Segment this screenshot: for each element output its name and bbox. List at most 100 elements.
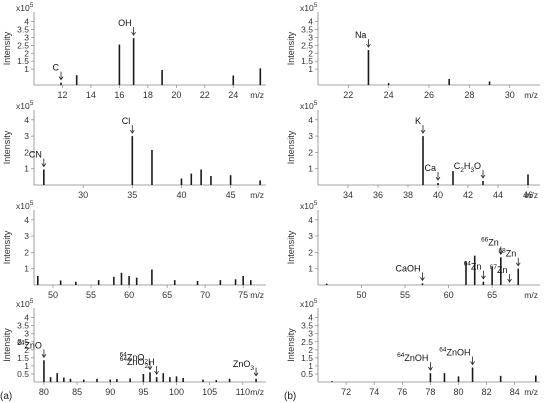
x-tick-label: 55 [86, 290, 96, 300]
x-tick-label: 74 [369, 387, 379, 397]
y-multiplier-base: x10 [16, 3, 30, 13]
annotation-text: ZnO [127, 357, 145, 367]
peak-annotation: Ca [424, 163, 436, 173]
y-axis-label: Intensity [2, 328, 12, 362]
y-tick-label: 4 [308, 215, 313, 225]
annotation-arrowhead [366, 43, 371, 48]
annotation-text: O [474, 161, 481, 171]
y-multiplier: x105 [300, 2, 318, 13]
annotation-text: ZnO [233, 359, 251, 369]
y-tick-label: 1.5 [17, 56, 29, 66]
x-tick-label: 24 [384, 90, 394, 100]
y-multiplier-exponent: 5 [30, 100, 34, 107]
annotation-arrowhead [428, 366, 433, 371]
annotation-text: Zn [497, 265, 508, 275]
annotation-arrowhead [435, 176, 441, 181]
annotation-arrowhead [420, 277, 425, 282]
y-multiplier: x105 [300, 100, 318, 111]
y-multiplier-base: x10 [300, 201, 314, 211]
y-multiplier-base: x10 [16, 101, 30, 111]
y-multiplier: x105 [16, 298, 34, 309]
annotation-superscript: 64 [464, 261, 472, 268]
x-tick-label: 46 [523, 190, 533, 200]
x-tick-label: 42 [463, 190, 473, 200]
x-tick-label: 18 [143, 90, 153, 100]
y-tick-label: 2 [24, 48, 29, 58]
y-tick-label: 3 [308, 131, 313, 141]
annotation-text: Ca [424, 163, 436, 173]
peak-annotation: 68Zn [498, 248, 516, 259]
y-multiplier: x105 [300, 298, 318, 309]
peak-annotation: 66Zn [481, 236, 499, 247]
x-tick-label: 22 [343, 90, 353, 100]
y-axis-label: Intensity [286, 328, 296, 362]
annotation-text: K [415, 116, 421, 126]
annotation-superscript: 64 [120, 356, 128, 363]
x-tick-label: 55 [400, 290, 410, 300]
y-tick-label: 3 [308, 329, 313, 339]
y-multiplier: x105 [16, 100, 34, 111]
x-tick-label: 20 [171, 90, 181, 100]
y-multiplier-exponent: 5 [314, 200, 318, 207]
y-tick-label: 3.5 [301, 24, 313, 34]
y-multiplier-exponent: 5 [314, 100, 318, 107]
y-multiplier-base: x10 [300, 101, 314, 111]
panel-label-b: (b) [284, 391, 296, 402]
y-multiplier-base: x10 [16, 201, 30, 211]
x-tick-label: 110 [236, 387, 250, 397]
annotation-text: C [53, 63, 60, 73]
y-axis-label: Intensity [2, 130, 12, 164]
annotation-arrowhead [470, 361, 475, 366]
y-tick-label: 2 [24, 247, 29, 257]
y-tick-label: 1 [308, 64, 313, 74]
y-tick-label: 3.5 [301, 321, 313, 331]
y-axis-label: Intensity [2, 230, 12, 264]
x-tick-label: 38 [403, 190, 413, 200]
x-tick-label: 82 [482, 387, 492, 397]
annotation-text: Zn [488, 237, 499, 247]
x-tick-label: 65 [162, 290, 172, 300]
y-tick-label: 2 [308, 48, 313, 58]
x-tick-label: 78 [425, 387, 435, 397]
y-tick-label: 3.5 [17, 24, 29, 34]
peak-annotation: 67Zn [490, 264, 508, 275]
x-tick-label: 72 [341, 387, 351, 397]
y-tick-label: 1 [308, 264, 313, 274]
peak-annotation: K [415, 116, 421, 126]
peak-annotation: 64ZnO [17, 339, 42, 350]
x-tick-label: 24 [228, 90, 238, 100]
spectrum-panel-8: 0.511.522.533.54 x105 Intensity 72 74 76 78 80 8… [286, 298, 540, 397]
y-multiplier-base: x10 [300, 3, 314, 13]
annotation-arrowhead [41, 354, 47, 359]
x-tick-label: 90 [105, 387, 115, 397]
x-tick-label: 80 [39, 387, 49, 397]
y-tick-label: 2 [24, 345, 29, 355]
spectrum-panel-1: 11.522.533.54 x105 Intensity 12 14 16 18 20 22 24… [2, 2, 266, 100]
y-tick-label: 4 [24, 115, 29, 125]
x-axis-label: m/z [524, 290, 538, 300]
annotation-text: CN [29, 150, 42, 160]
y-tick-label: 2 [308, 247, 313, 257]
y-tick-label: 3 [24, 329, 29, 339]
annotation-arrowhead [129, 129, 135, 134]
y-tick-label: 3 [308, 32, 313, 42]
peak-annotation: C2H3O [454, 161, 481, 174]
annotation-superscript: 64 [17, 339, 25, 346]
y-tick-label: 1 [24, 361, 29, 371]
annotation-text: C [454, 161, 461, 171]
annotation-text: CaOH [395, 263, 420, 273]
x-axis-label: m/z [524, 190, 538, 200]
annotation-superscript: 64 [439, 347, 447, 354]
y-tick-label: 3 [24, 231, 29, 241]
annotation-arrowhead [41, 163, 47, 168]
x-tick-label: 75 [238, 290, 248, 300]
y-tick-label: 3 [24, 131, 29, 141]
annotation-text: Zn [471, 262, 482, 272]
y-multiplier: x105 [16, 2, 34, 13]
annotation-arrowhead [154, 370, 159, 375]
y-tick-label: 1 [308, 361, 313, 371]
y-tick-label: 4 [308, 115, 313, 125]
annotation-arrowhead [498, 251, 504, 256]
y-tick-label: 0.5 [17, 369, 29, 379]
